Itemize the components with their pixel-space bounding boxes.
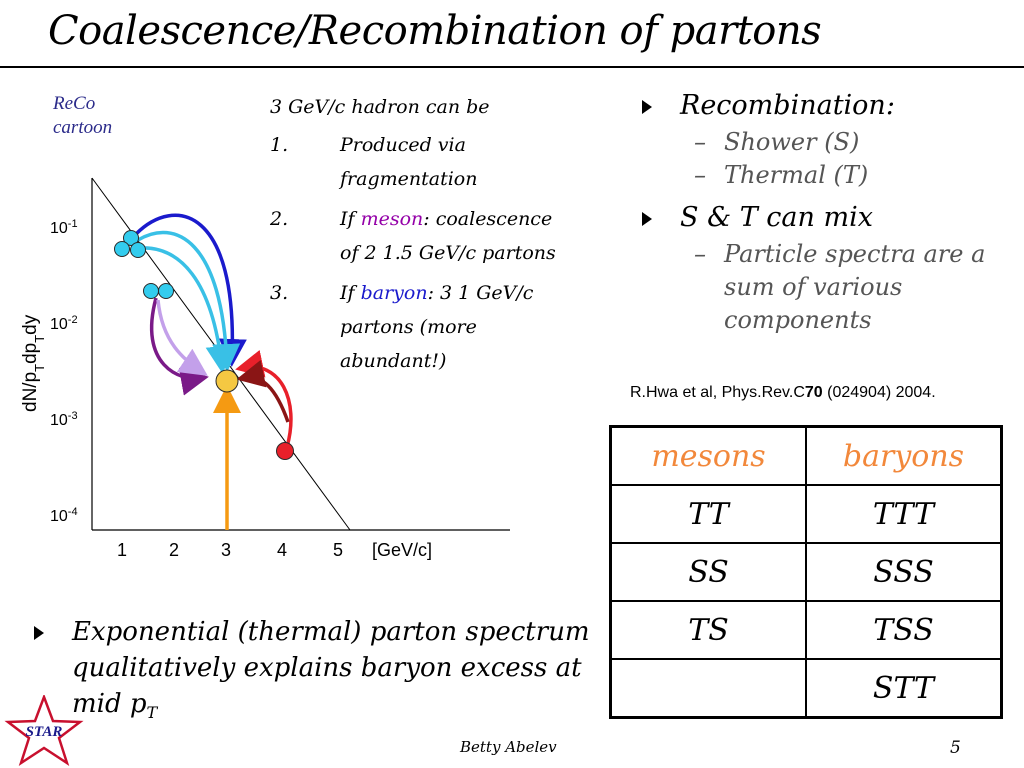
bullet-text: Exponential (thermal) parton spectrum qu…	[72, 617, 590, 719]
star-logo-text: STAR	[26, 724, 63, 740]
baryon-arrow-lavender	[156, 299, 208, 376]
parton-dot	[158, 283, 174, 299]
item-number: 2.	[270, 208, 289, 230]
table-cell: SSS	[805, 542, 1003, 602]
reco-cartoon-plot: dN/pTdpTdy 10-1 10-2 10-3 10-4 1 2 3 4 5 [GeV/c]	[20, 177, 510, 560]
hadron-production-list: 3 GeV/c hadron can be 1. Produced via fr…	[270, 90, 565, 384]
bullet-text: Recombination:	[680, 90, 895, 121]
baryon-highlight: baryon	[360, 282, 428, 304]
bullet-arrow-icon	[34, 626, 44, 640]
baryon-arrow-violet	[149, 297, 209, 396]
x-tick-label: 5	[333, 540, 343, 560]
reference-text: R.Hwa et al, Phys.Rev.C	[630, 384, 805, 401]
y-tick-label: 10-1	[50, 218, 78, 237]
table-cell: TTT	[805, 484, 1003, 544]
reco-cartoon-label: ReCo cartoon	[53, 92, 112, 140]
x-tick-label: 3	[221, 540, 231, 560]
bullet-arrow-icon	[642, 212, 652, 226]
quark-combination-table: mesons baryons TT TTT SS SSS TS TSS STT	[609, 425, 1003, 719]
item-text: Produced via fragmentation	[340, 134, 478, 190]
bullet-arrow-icon	[642, 100, 652, 114]
table-row: SS SSS	[609, 542, 1003, 602]
production-item-baryon: 3. If baryon: 3 1 GeV/c partons (more ab…	[270, 276, 565, 378]
header-mesons: mesons	[609, 425, 807, 486]
parton-dots	[114, 230, 294, 460]
meson-arrow-light-blue	[137, 230, 241, 372]
item-pre: If	[340, 282, 361, 304]
coalescence-arrows	[134, 213, 293, 530]
x-tick-label: 2	[169, 540, 179, 560]
x-ticks: 1 2 3 4 5 [GeV/c]	[117, 540, 432, 560]
table-row: TS TSS	[609, 600, 1003, 660]
y-tick-label: 10-2	[50, 314, 78, 333]
parton-dot	[143, 283, 159, 299]
parton-dot	[114, 241, 130, 257]
y-ticks: 10-1 10-2 10-3 10-4	[50, 218, 78, 525]
reference-volume: 70	[804, 384, 823, 401]
table-row: STT	[609, 658, 1003, 719]
meson-highlight: meson	[360, 208, 424, 230]
table-row: TT TTT	[609, 484, 1003, 544]
y-tick-label: 10-4	[50, 506, 78, 525]
y-axis-label: dN/pTdpTdy	[20, 314, 47, 412]
production-item-fragmentation: 1. Produced via fragmentation	[270, 128, 565, 196]
recombination-bullets: Recombination: – Shower (S) – Thermal (T) …	[640, 86, 1020, 337]
reco-label-line2: cartoon	[53, 117, 113, 138]
x-tick-label: 4	[277, 540, 287, 560]
item-number: 3.	[270, 282, 289, 304]
table-cell: SS	[609, 542, 807, 602]
parton-dot	[130, 242, 146, 258]
table-cell	[609, 658, 807, 719]
sub-bullet-shower: – Shower (S)	[694, 128, 860, 156]
reference-citation: R.Hwa et al, Phys.Rev.C70 (024904) 2004.	[630, 384, 936, 402]
meson-arrow-light-blue-lower	[139, 246, 234, 374]
bullet-recombination: Recombination:	[640, 86, 1020, 126]
slide-title: Coalescence/Recombination of partons	[48, 8, 822, 54]
shower-arrow-dark-red	[236, 359, 290, 423]
bullet-text: S & T can mix	[680, 202, 873, 233]
page-number: 5	[950, 738, 961, 758]
x-unit-label: [GeV/c]	[372, 540, 432, 560]
table-cell: TSS	[805, 600, 1003, 660]
star-logo: STAR	[4, 695, 84, 766]
item-post: : coalescence of 2 1.5 GeV/c partons	[340, 208, 556, 264]
table-cell: STT	[805, 658, 1003, 719]
hadron-production-heading: 3 GeV/c hadron can be	[270, 96, 490, 118]
sub-bullet-text: Thermal (T)	[724, 161, 869, 189]
sub-bullet-thermal: – Thermal (T)	[694, 161, 869, 189]
table-cell: TT	[609, 484, 807, 544]
bottom-bullet: Exponential (thermal) parton spectrum qu…	[32, 614, 592, 731]
pt-subscript: T	[146, 703, 158, 723]
production-item-meson: 2. If meson: coalescence of 2 1.5 GeV/c …	[270, 202, 565, 270]
sub-bullet-text: Particle spectra are a sum of various co…	[724, 240, 986, 334]
x-tick-label: 1	[117, 540, 127, 560]
reference-suffix: (024904) 2004.	[822, 384, 936, 401]
table-cell: TS	[609, 600, 807, 660]
meson-arrow-dark-blue	[134, 213, 247, 367]
footer-author: Betty Abelev	[460, 738, 557, 756]
bullet-exponential-spectrum: Exponential (thermal) parton spectrum qu…	[32, 614, 592, 731]
table-header-row: mesons baryons	[609, 425, 1003, 486]
sub-bullet-spectra: – Particle spectra are a sum of various c…	[694, 240, 986, 334]
item-post: : 3 1 GeV/c partons (more abundant!)	[340, 282, 534, 372]
y-tick-label: 10-3	[50, 410, 78, 429]
header-baryons: baryons	[805, 425, 1003, 486]
hadron-dot	[215, 369, 239, 393]
reco-label-line1: ReCo	[53, 93, 96, 114]
title-divider	[0, 66, 1024, 68]
item-number: 1.	[270, 134, 289, 156]
sub-bullet-text: Shower (S)	[724, 128, 860, 156]
shower-parton-dot	[276, 442, 294, 460]
item-pre: If	[340, 208, 361, 230]
parton-dot	[123, 230, 139, 246]
bullet-s-t-mix: S & T can mix	[640, 198, 1020, 238]
